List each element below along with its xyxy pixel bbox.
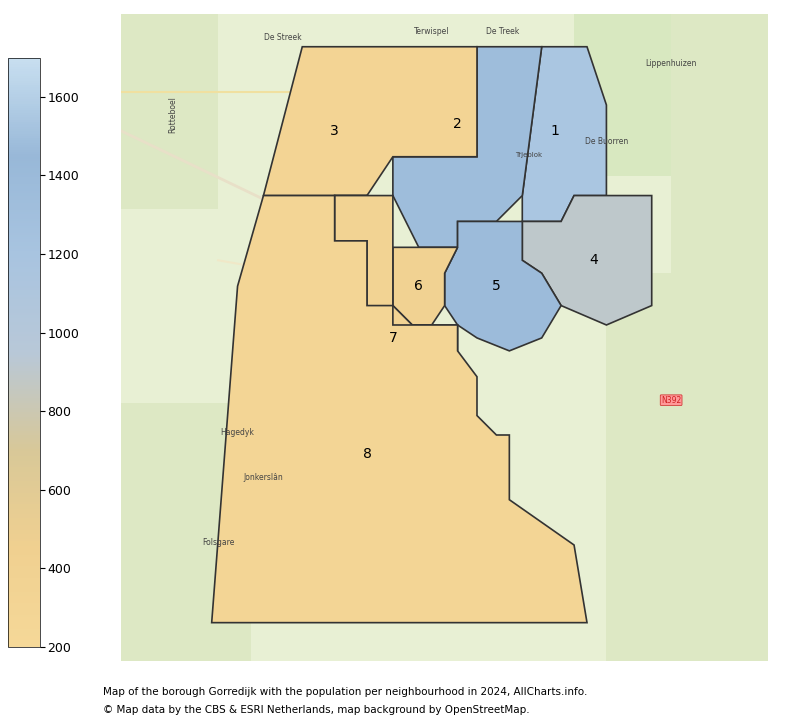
Text: 4: 4 (589, 253, 598, 267)
Text: De Buorren: De Buorren (585, 137, 628, 146)
Text: Rotteboel: Rotteboel (168, 96, 177, 133)
Bar (574, 14, 671, 176)
Bar (121, 403, 251, 661)
Text: 8: 8 (363, 447, 372, 462)
Text: N392: N392 (661, 395, 681, 405)
Text: 3: 3 (330, 124, 339, 138)
Text: Jonkerslân: Jonkerslân (244, 473, 283, 482)
Text: © Map data by the CBS & ESRI Netherlands, map background by OpenStreetMap.: © Map data by the CBS & ESRI Netherlands… (103, 705, 530, 715)
Text: Trjeblok: Trjeblok (515, 152, 542, 157)
Polygon shape (393, 47, 542, 247)
Text: Map of the borough Gorredijk with the population per neighbourhood in 2024, AllC: Map of the borough Gorredijk with the po… (103, 687, 588, 697)
Text: 6: 6 (414, 279, 423, 293)
Text: 7: 7 (388, 331, 397, 345)
Polygon shape (334, 196, 457, 390)
Text: Lippenhuizen: Lippenhuizen (646, 59, 697, 68)
Polygon shape (522, 196, 652, 325)
Text: Hagedyk: Hagedyk (221, 428, 255, 437)
Text: 1: 1 (550, 124, 559, 138)
Bar (607, 273, 768, 661)
Bar (671, 14, 768, 273)
Polygon shape (522, 47, 607, 221)
Text: 5: 5 (492, 279, 501, 293)
Text: 2: 2 (453, 117, 462, 132)
Polygon shape (445, 221, 561, 351)
Text: De Streek: De Streek (264, 33, 302, 42)
Bar (121, 14, 218, 209)
Text: Folsgare: Folsgare (202, 538, 234, 547)
Polygon shape (264, 47, 477, 241)
Text: Terwispel: Terwispel (414, 27, 449, 36)
Text: De Treek: De Treek (486, 27, 519, 36)
Polygon shape (212, 196, 587, 623)
Polygon shape (393, 247, 457, 325)
